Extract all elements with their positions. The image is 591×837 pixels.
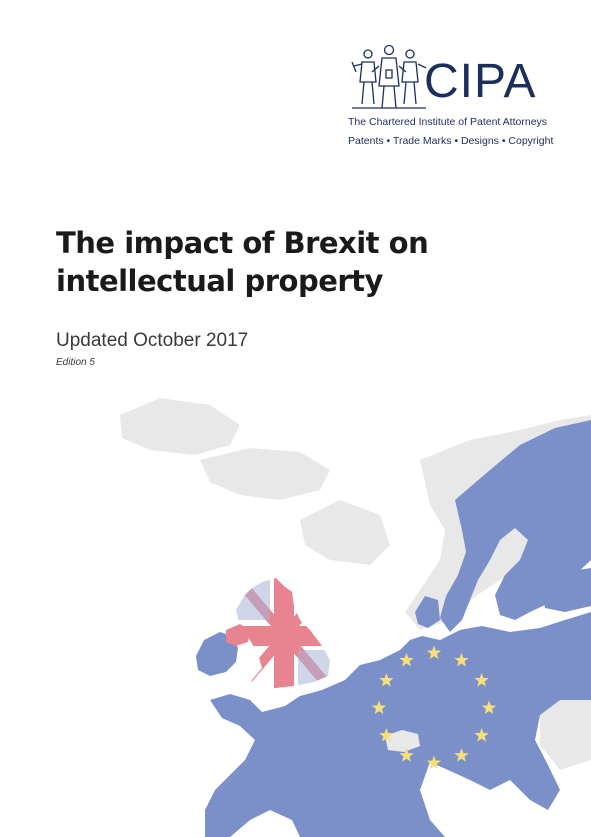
cipa-wordmark: CIPA: [424, 55, 537, 108]
eu-stars: [371, 645, 497, 770]
eu-star-icon: [379, 673, 394, 687]
eu-star-icon: [426, 755, 442, 770]
eu-star-icon: [474, 728, 489, 742]
document-title: The impact of Brexit on intellectual pro…: [56, 226, 429, 298]
cipa-emblem-icon: [351, 44, 427, 109]
eu-star-icon: [371, 700, 387, 715]
document-subtitle: Updated October 2017: [56, 330, 249, 351]
eu-star-icon: [474, 673, 489, 687]
eu-star-icon: [454, 748, 469, 762]
eu-landmass: [196, 420, 591, 837]
eu-star-icon: [426, 645, 442, 660]
logo-subtitle: The Chartered Institute of Patent Attorn…: [348, 116, 548, 128]
eu-star-icon: [399, 652, 414, 667]
edition-label: Edition 5: [56, 357, 95, 368]
logo-tagline: Patents • Trade Marks • Designs • Copyri…: [348, 135, 554, 147]
eu-star-icon: [454, 652, 469, 667]
cipa-logo: CIPA The Chartered Institute of Patent A…: [346, 38, 554, 148]
eu-star-icon: [399, 748, 414, 762]
northern-ireland: [226, 624, 250, 646]
europe-map: [120, 398, 591, 837]
eu-star-icon: [379, 728, 394, 742]
eu-star-icon: [481, 700, 497, 715]
switzerland: [385, 730, 420, 752]
